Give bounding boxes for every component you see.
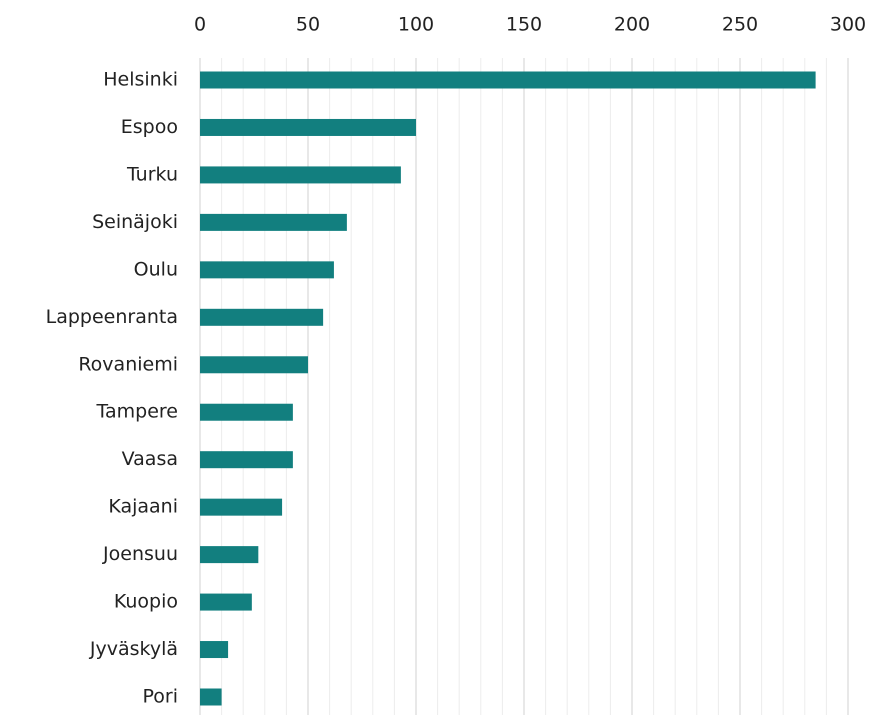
bar [200, 118, 416, 136]
bar [200, 356, 308, 374]
y-tick-label: Joensuu [102, 543, 178, 565]
x-tick-label: 100 [398, 14, 434, 36]
y-tick-label: Oulu [134, 258, 178, 280]
x-tick-label: 150 [506, 14, 542, 36]
y-tick-label: Pori [143, 686, 179, 708]
bar [200, 546, 259, 564]
x-tick-label: 0 [194, 14, 206, 36]
x-tick-label: 300 [830, 14, 866, 36]
bar [200, 498, 283, 516]
x-tick-label: 250 [722, 14, 758, 36]
y-tick-label: Helsinki [103, 69, 178, 91]
y-tick-label: Tampere [96, 401, 178, 423]
y-tick-label: Kuopio [114, 591, 178, 613]
y-tick-label: Rovaniemi [78, 353, 178, 375]
x-tick-label: 200 [614, 14, 650, 36]
y-tick-label: Kajaani [108, 496, 178, 518]
bar [200, 166, 401, 184]
bar [200, 641, 229, 659]
bar [200, 451, 293, 469]
x-tick-label: 50 [296, 14, 320, 36]
y-tick-label: Espoo [121, 116, 178, 138]
y-tick-label: Jyväskylä [89, 638, 178, 660]
bar [200, 213, 347, 231]
bar [200, 308, 324, 326]
bar [200, 688, 222, 706]
bar [200, 593, 252, 611]
bar [200, 71, 816, 89]
y-tick-label: Vaasa [122, 448, 178, 470]
y-tick-label: Turku [126, 163, 178, 185]
y-tick-label: Seinäjoki [92, 211, 178, 233]
bar [200, 403, 293, 421]
bar [200, 261, 334, 279]
y-tick-label: Lappeenranta [46, 306, 178, 328]
